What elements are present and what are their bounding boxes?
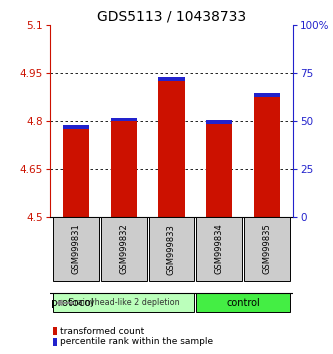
Title: GDS5113 / 10438733: GDS5113 / 10438733: [97, 10, 246, 24]
FancyBboxPatch shape: [53, 293, 194, 313]
Bar: [254, 97, 280, 217]
FancyBboxPatch shape: [196, 293, 290, 313]
Text: Grainyhead-like 2 depletion: Grainyhead-like 2 depletion: [68, 298, 179, 307]
Bar: [111, 121, 137, 217]
Bar: [159, 77, 184, 81]
Text: GSM999832: GSM999832: [119, 224, 128, 274]
FancyBboxPatch shape: [149, 217, 194, 281]
Bar: [254, 93, 280, 97]
Text: GSM999834: GSM999834: [215, 224, 224, 274]
Text: protocol: protocol: [51, 298, 94, 308]
Text: GSM999835: GSM999835: [262, 224, 271, 274]
Text: GSM999831: GSM999831: [72, 224, 81, 274]
FancyBboxPatch shape: [101, 217, 147, 281]
Bar: [111, 118, 137, 121]
Bar: [206, 124, 232, 217]
Text: percentile rank within the sample: percentile rank within the sample: [60, 337, 213, 346]
Text: GSM999833: GSM999833: [167, 224, 176, 274]
Bar: [63, 125, 89, 129]
Bar: [53, 327, 57, 335]
Bar: [53, 338, 57, 346]
Bar: [206, 120, 232, 124]
Text: transformed count: transformed count: [60, 326, 144, 336]
Bar: [159, 81, 184, 217]
FancyBboxPatch shape: [53, 217, 99, 281]
Text: control: control: [226, 298, 260, 308]
FancyBboxPatch shape: [196, 217, 242, 281]
Bar: [63, 129, 89, 217]
FancyBboxPatch shape: [244, 217, 290, 281]
